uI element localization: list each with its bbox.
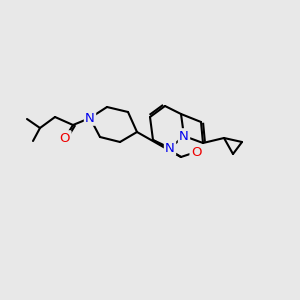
Text: N: N [85, 112, 95, 124]
Text: O: O [191, 146, 201, 158]
Text: N: N [179, 130, 189, 142]
Text: O: O [60, 131, 70, 145]
Text: N: N [165, 142, 175, 154]
